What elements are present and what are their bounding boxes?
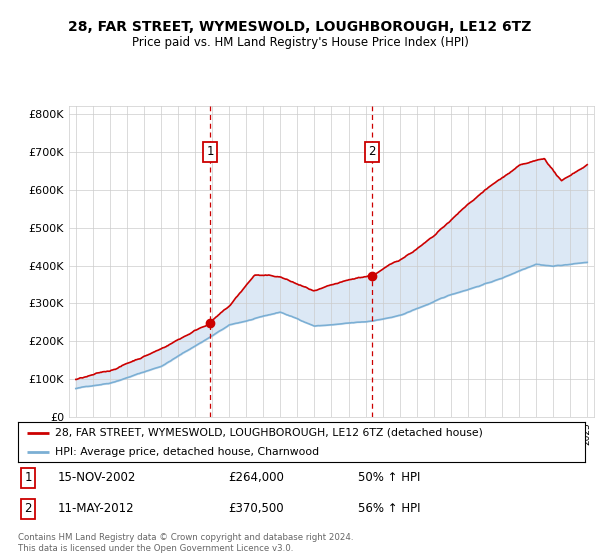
Text: 1: 1 xyxy=(206,146,214,158)
Text: 2: 2 xyxy=(368,146,376,158)
Text: £264,000: £264,000 xyxy=(228,471,284,484)
Text: 56% ↑ HPI: 56% ↑ HPI xyxy=(358,502,421,515)
Text: £370,500: £370,500 xyxy=(228,502,283,515)
Text: 28, FAR STREET, WYMESWOLD, LOUGHBOROUGH, LE12 6TZ (detached house): 28, FAR STREET, WYMESWOLD, LOUGHBOROUGH,… xyxy=(55,428,483,438)
Text: HPI: Average price, detached house, Charnwood: HPI: Average price, detached house, Char… xyxy=(55,447,319,457)
Text: Contains HM Land Registry data © Crown copyright and database right 2024.
This d: Contains HM Land Registry data © Crown c… xyxy=(18,533,353,553)
Text: Price paid vs. HM Land Registry's House Price Index (HPI): Price paid vs. HM Land Registry's House … xyxy=(131,36,469,49)
Text: 11-MAY-2012: 11-MAY-2012 xyxy=(58,502,134,515)
Text: 15-NOV-2002: 15-NOV-2002 xyxy=(58,471,136,484)
Text: 1: 1 xyxy=(25,471,32,484)
Text: 2: 2 xyxy=(25,502,32,515)
Text: 50% ↑ HPI: 50% ↑ HPI xyxy=(358,471,421,484)
Text: 28, FAR STREET, WYMESWOLD, LOUGHBOROUGH, LE12 6TZ: 28, FAR STREET, WYMESWOLD, LOUGHBOROUGH,… xyxy=(68,20,532,34)
